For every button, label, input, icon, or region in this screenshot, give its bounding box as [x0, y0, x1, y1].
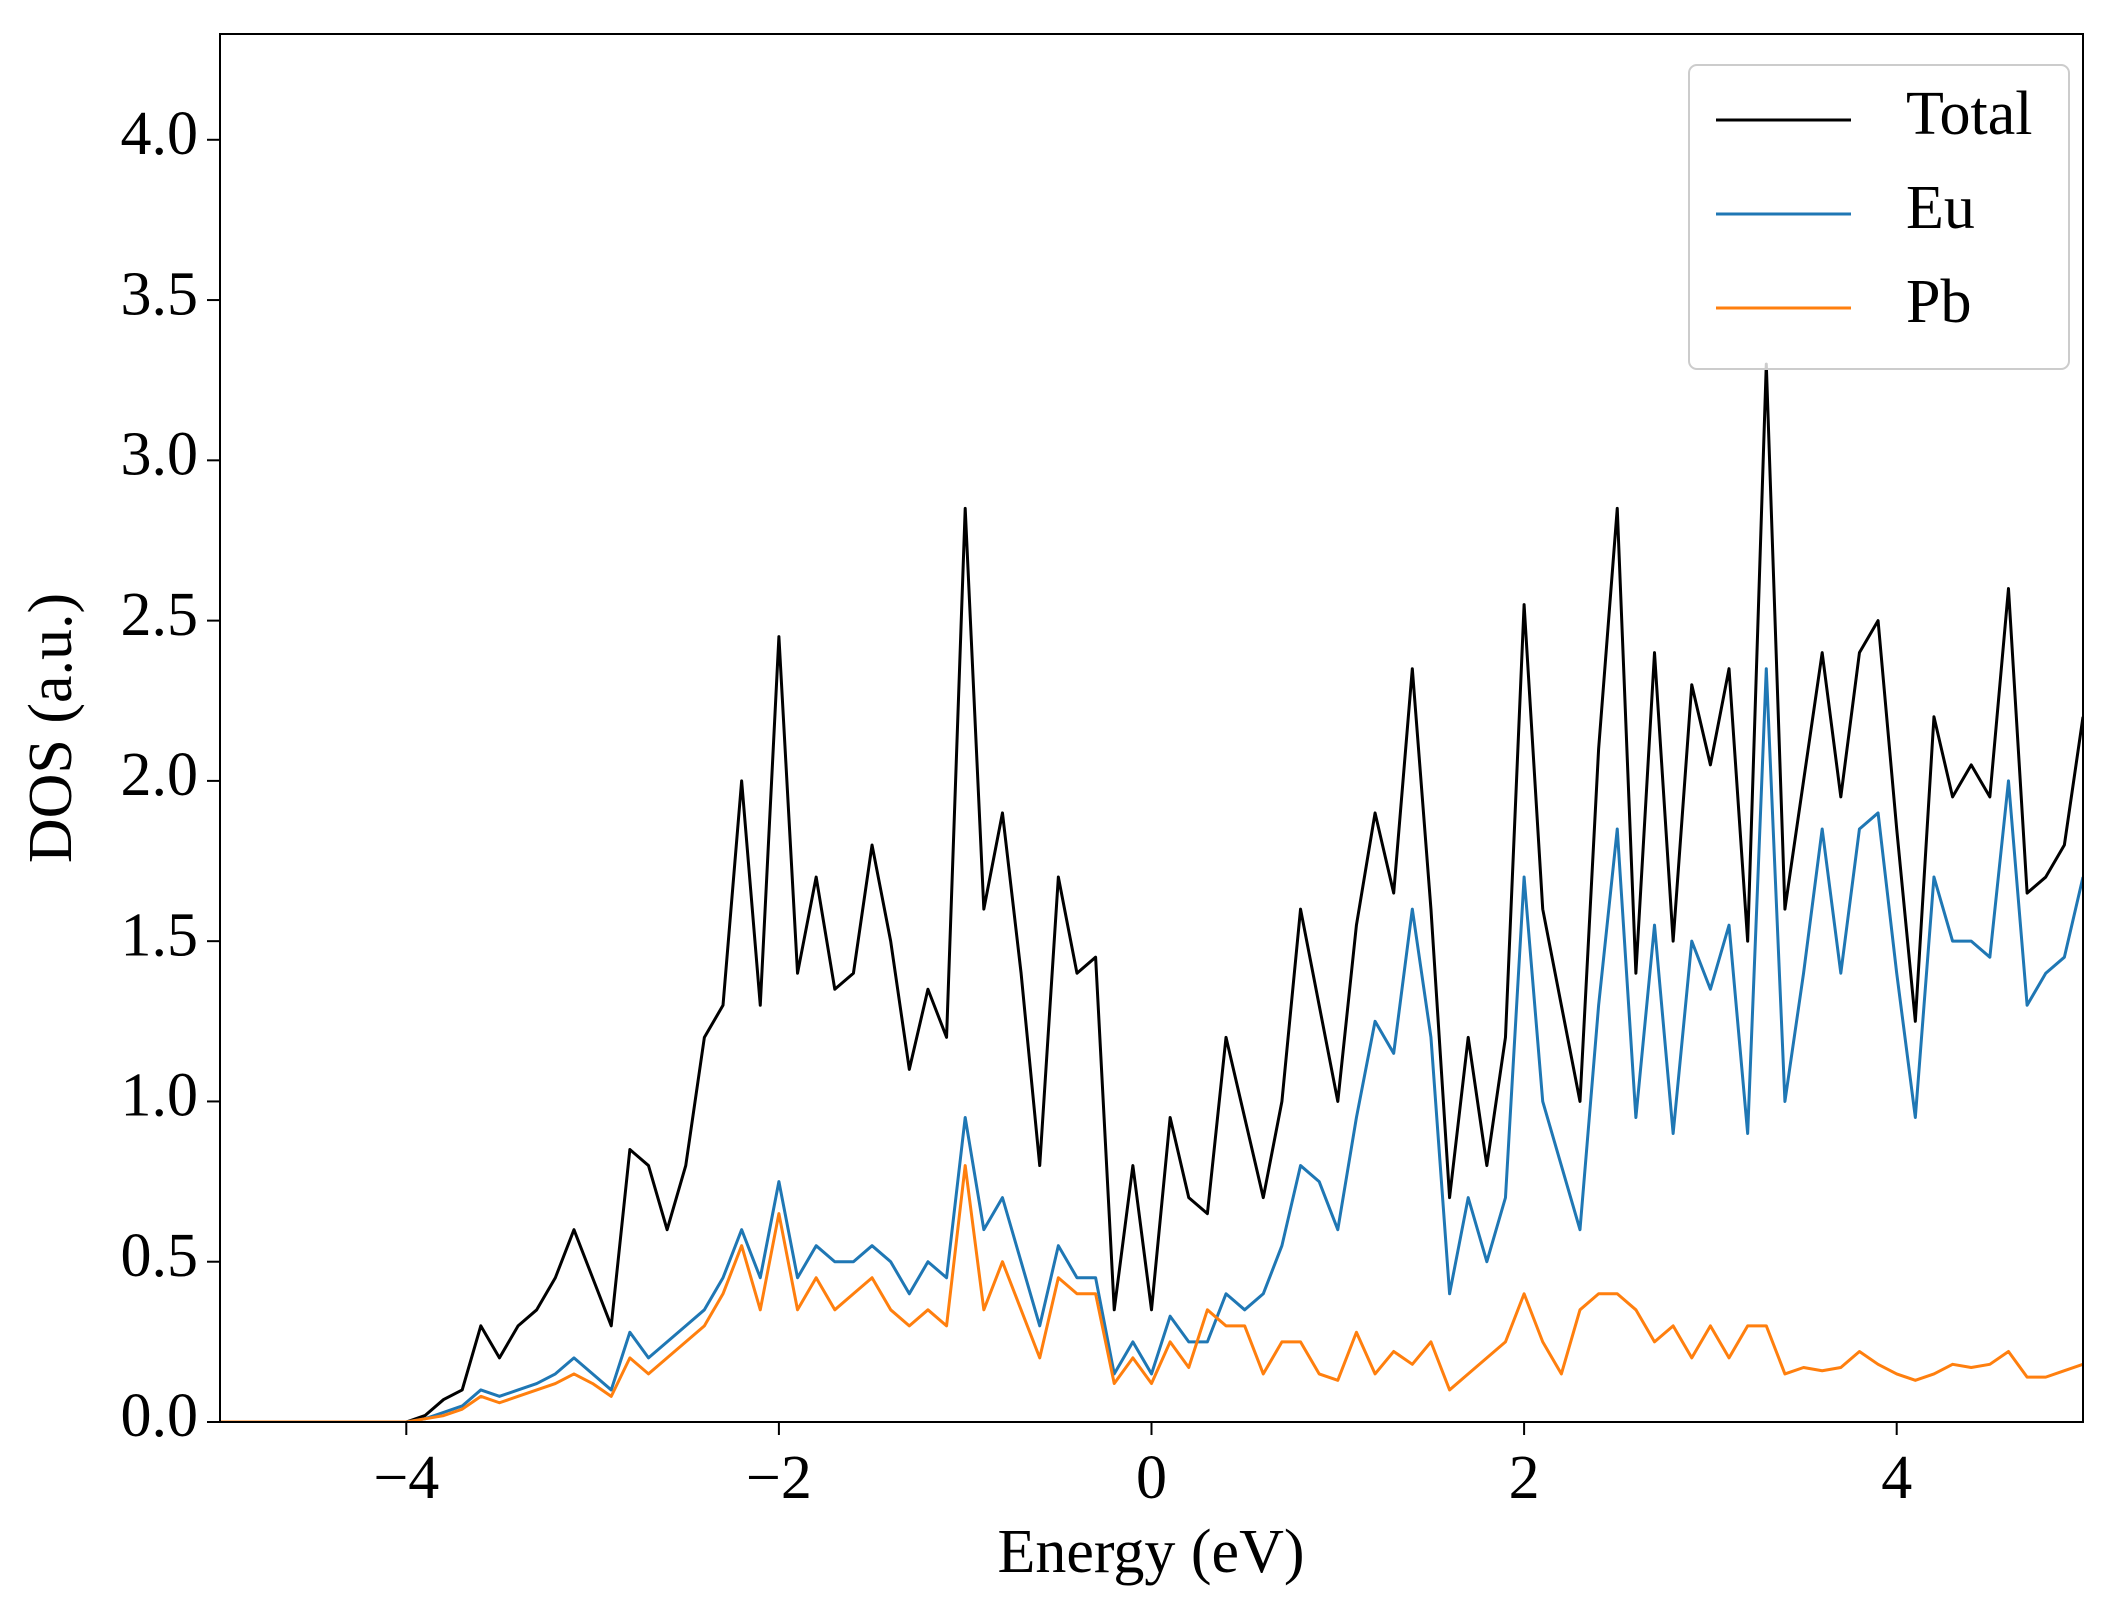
x-tick-label: −2: [746, 1444, 812, 1512]
series-line: [220, 1164, 2083, 1422]
legend-label: Pb: [1906, 268, 1971, 336]
y-tick-label: 1.5: [121, 901, 199, 969]
x-axis-label: Energy (eV): [997, 1518, 1304, 1586]
y-tick-label: 0.5: [121, 1222, 199, 1290]
y-tick-label: 2.5: [121, 581, 199, 649]
x-tick-label: 2: [1509, 1444, 1540, 1512]
series-line: [220, 667, 2083, 1422]
y-axis-label: DOS (a.u.): [17, 593, 85, 863]
x-tick-label: 0: [1136, 1444, 1167, 1512]
x-tick-label: −4: [373, 1444, 439, 1512]
y-tick-label: 0.0: [121, 1382, 199, 1450]
x-tick-label: 4: [1881, 1444, 1912, 1512]
plot-frame: [219, 33, 2084, 1423]
legend-label: Total: [1906, 80, 2033, 148]
y-tick-label: 1.0: [121, 1062, 199, 1130]
y-tick-label: 4.0: [121, 100, 199, 168]
y-tick-label: 2.0: [121, 741, 199, 809]
y-tick-label: 3.0: [121, 421, 199, 489]
legend-frame: [1688, 64, 2070, 370]
y-tick-label: 3.5: [121, 260, 199, 328]
legend-label: Eu: [1906, 174, 1975, 242]
series-line: [220, 362, 2083, 1422]
